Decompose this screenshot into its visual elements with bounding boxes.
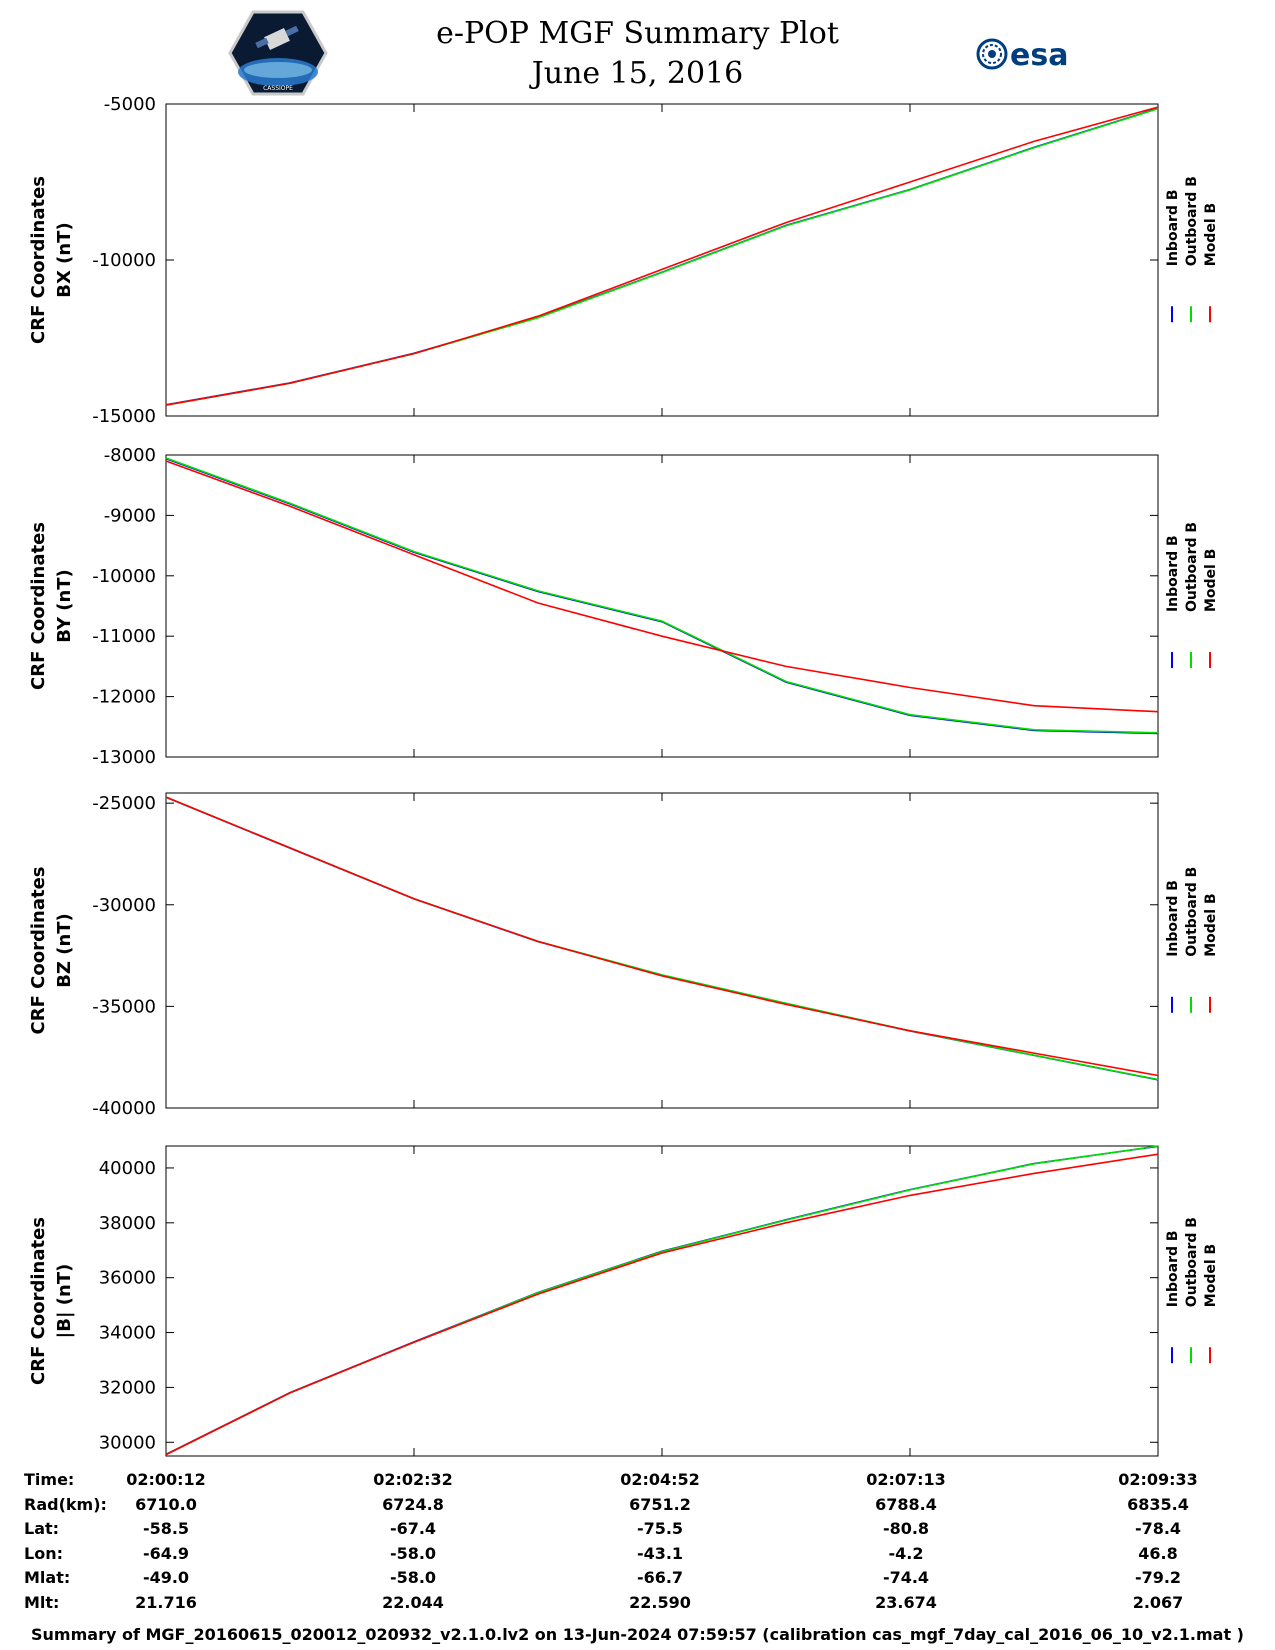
y-axis-label: BY (nT) — [54, 569, 75, 643]
y-tick-label: 38000 — [99, 1213, 156, 1234]
y-tick-label: 32000 — [99, 1377, 156, 1398]
legend-label: Outboard B — [1184, 867, 1200, 957]
legend-label: Inboard B — [1165, 535, 1181, 612]
series-line-inboard-b — [165, 1145, 1159, 1456]
legend-label: Outboard B — [1184, 1217, 1200, 1307]
y-tick-label: 40000 — [99, 1158, 156, 1179]
y-tick-label: -13000 — [92, 747, 156, 768]
panel-frame — [165, 103, 1159, 417]
series-line-model-b — [165, 796, 1159, 1077]
legend-label: Inboard B — [1165, 880, 1181, 957]
y-tick-label: -30000 — [92, 895, 156, 916]
y-axis-label: CRF Coordinates — [28, 176, 49, 344]
y-tick-label: -10000 — [92, 566, 156, 587]
y-tick-label: -40000 — [92, 1098, 156, 1119]
y-tick-label: -35000 — [92, 996, 156, 1017]
panel-frame — [165, 1145, 1159, 1457]
series-line-model-b — [165, 106, 1159, 406]
panel-frame — [165, 454, 1159, 758]
cassiope-logo: CASSIOPE — [228, 10, 328, 96]
legend-label: Outboard B — [1184, 522, 1200, 612]
footer-caption: Summary of MGF_20160615_020012_020932_v2… — [31, 1625, 1244, 1644]
series-line-inboard-b — [165, 457, 1159, 735]
y-tick-label: -10000 — [92, 250, 156, 271]
legend-label: Inboard B — [1165, 1230, 1181, 1307]
y-tick-label: -9000 — [104, 505, 156, 526]
legend-label: Model B — [1203, 549, 1219, 612]
title-block: e-POP MGF Summary Plot June 15, 2016 — [0, 14, 1275, 94]
y-tick-label: -8000 — [104, 445, 156, 466]
legend-label: Model B — [1203, 203, 1219, 266]
logo-right-text: esa — [1010, 38, 1068, 73]
series-line-inboard-b — [165, 796, 1159, 1081]
series-line-outboard-b — [165, 457, 1159, 734]
logo-left-text: CASSIOPE — [263, 85, 293, 92]
esa-logo: esa — [976, 38, 1068, 73]
series-line-outboard-b — [165, 796, 1159, 1081]
y-axis-label: |B| (nT) — [54, 1264, 75, 1339]
y-axis-label: CRF Coordinates — [28, 1217, 49, 1385]
y-axis-label: CRF Coordinates — [28, 867, 49, 1035]
series-line-inboard-b — [165, 107, 1159, 406]
series-line-model-b — [165, 460, 1159, 713]
plot-date: June 15, 2016 — [531, 56, 744, 91]
panel-frame — [165, 792, 1159, 1109]
legend-label: Model B — [1203, 893, 1219, 956]
y-axis-label: BZ (nT) — [54, 913, 75, 988]
series-line-outboard-b — [165, 107, 1159, 406]
legend-label: Model B — [1203, 1244, 1219, 1307]
y-tick-label: -15000 — [92, 406, 156, 427]
y-tick-label: -12000 — [92, 687, 156, 708]
legend-label: Inboard B — [1165, 190, 1181, 267]
y-tick-label: 34000 — [99, 1323, 156, 1344]
series-line-outboard-b — [165, 1145, 1159, 1456]
plot-title: e-POP MGF Summary Plot — [436, 16, 839, 51]
y-tick-label: 30000 — [99, 1432, 156, 1453]
series-line-model-b — [165, 1153, 1159, 1456]
y-tick-label: -5000 — [104, 94, 156, 115]
y-axis-label: CRF Coordinates — [28, 522, 49, 690]
legend-label: Outboard B — [1184, 176, 1200, 266]
y-tick-label: 36000 — [99, 1268, 156, 1289]
y-axis-label: BX (nT) — [54, 222, 75, 297]
y-tick-label: -25000 — [92, 793, 156, 814]
y-tick-label: -11000 — [92, 626, 156, 647]
